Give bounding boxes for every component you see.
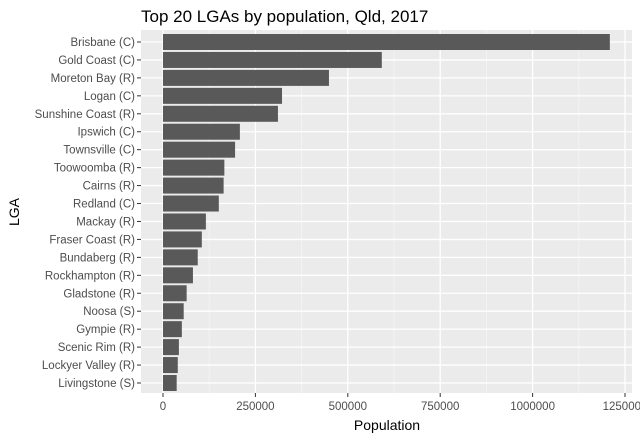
- gridlines: [141, 30, 632, 393]
- y-axis: Brisbane (C) Gold Coast (C) Moreton Bay (R…: [35, 37, 141, 390]
- bar: [163, 249, 198, 266]
- bar: [163, 123, 240, 140]
- y-tick-label: Toowoomba (R): [54, 163, 135, 175]
- y-tick-label: Rockhampton (R): [45, 270, 135, 282]
- bar: [163, 303, 184, 320]
- x-tick-label: 1000000: [510, 401, 555, 413]
- y-tick-label: Logan (C): [84, 91, 135, 103]
- y-tick-label: Redland (C): [73, 199, 135, 211]
- x-tick-label: 1250000: [603, 401, 640, 413]
- y-tick-label: Townsville (C): [63, 145, 135, 157]
- x-tick-label: 0: [160, 401, 166, 413]
- x-axis: 0 250000 500000 750000 1000000 1250000: [160, 393, 640, 413]
- y-tick-label: Gladstone (R): [63, 288, 135, 300]
- y-tick-label: Gold Coast (C): [58, 55, 135, 67]
- y-tick-label: Ipswich (C): [77, 127, 135, 139]
- bar: [163, 285, 187, 302]
- bar: [163, 141, 236, 158]
- y-tick-label: Gympie (R): [76, 324, 135, 336]
- y-tick-label: Scenic Rim (R): [58, 342, 135, 354]
- y-tick-label: Sunshine Coast (R): [35, 109, 136, 121]
- bar: [163, 69, 329, 86]
- bar: [163, 267, 193, 284]
- bar: [163, 195, 219, 212]
- bar: [163, 105, 278, 122]
- y-tick-label: Lockyer Valley (R): [42, 360, 135, 372]
- bar: [163, 231, 202, 248]
- x-tick-label: 750000: [421, 401, 459, 413]
- bar: [163, 51, 382, 68]
- bar: [163, 357, 178, 374]
- chart-title: Top 20 LGAs by population, Qld, 2017: [141, 7, 428, 26]
- bar: [163, 177, 224, 194]
- bars: [163, 34, 610, 391]
- y-tick-label: Mackay (R): [76, 216, 135, 228]
- y-tick-label: Brisbane (C): [70, 37, 135, 49]
- bar: [163, 321, 182, 338]
- bar: [163, 375, 177, 391]
- bar: [163, 159, 225, 176]
- x-tick-label: 250000: [236, 401, 274, 413]
- y-tick-label: Noosa (S): [83, 306, 135, 318]
- bar: [163, 34, 610, 50]
- x-tick-label: 500000: [329, 401, 367, 413]
- y-tick-label: Fraser Coast (R): [49, 234, 135, 246]
- bar: [163, 213, 206, 230]
- y-tick-label: Cairns (R): [83, 181, 136, 193]
- y-tick-label: Moreton Bay (R): [51, 73, 136, 85]
- y-tick-label: Livingstone (S): [58, 378, 135, 390]
- y-tick-label: Bundaberg (R): [60, 252, 136, 264]
- bar: [163, 87, 283, 104]
- bar: [163, 339, 179, 356]
- y-axis-label: LGA: [6, 197, 22, 226]
- x-axis-label: Population: [354, 417, 420, 433]
